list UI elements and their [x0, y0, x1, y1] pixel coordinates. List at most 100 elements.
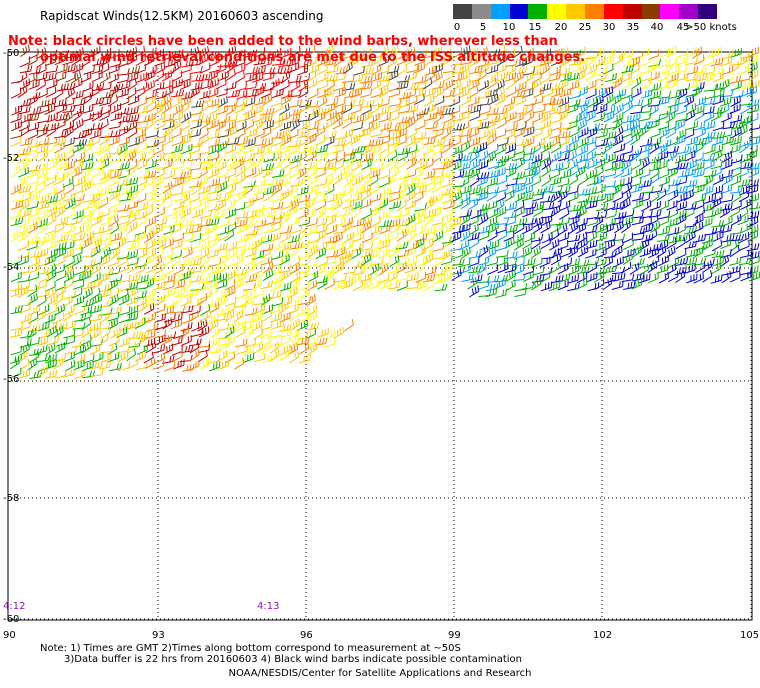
wind-barb: [45, 65, 58, 74]
wind-barb: [118, 96, 130, 107]
wind-barb: [143, 329, 156, 340]
wind-barb: [746, 98, 760, 108]
wind-barb: [352, 145, 366, 154]
wind-barb: [576, 271, 588, 284]
wind-barb: [657, 210, 671, 220]
wind-barb: [244, 247, 257, 258]
wind-barb: [197, 264, 209, 275]
wind-barb: [252, 166, 263, 179]
wind-barb: [179, 326, 190, 339]
wind-barb: [641, 223, 654, 234]
wind-barb: [631, 76, 642, 90]
wind-barb: [315, 229, 326, 242]
wind-barb: [198, 248, 210, 260]
wind-barb: [20, 44, 30, 58]
wind-barb: [73, 354, 86, 364]
wind-barb: [532, 122, 546, 131]
wind-barb: [108, 214, 119, 227]
wind-barb: [64, 144, 75, 156]
wind-barb: [161, 101, 172, 114]
wind-barb: [728, 75, 742, 84]
wind-barb: [83, 48, 96, 59]
wind-barb: [279, 66, 293, 75]
wind-barb: [719, 254, 730, 268]
wind-barb: [197, 349, 208, 363]
wind-barb: [416, 260, 426, 274]
wind-barb: [685, 73, 699, 81]
wind-barb: [17, 71, 28, 84]
wind-barb: [487, 159, 500, 170]
wind-barb: [694, 206, 705, 219]
wind-barb: [135, 86, 146, 99]
wind-barb: [244, 110, 256, 122]
wind-barb: [361, 103, 372, 116]
wind-barb: [496, 174, 508, 186]
wind-barb: [207, 285, 218, 298]
wind-barb: [126, 295, 139, 306]
wind-barb: [91, 277, 102, 290]
wind-barb: [199, 310, 211, 322]
wind-barb: [477, 135, 490, 146]
wind-barb: [271, 150, 282, 163]
wind-barb: [531, 153, 543, 164]
wind-barb: [442, 89, 455, 98]
wind-barb: [262, 93, 273, 106]
wind-barb: [72, 273, 84, 283]
wind-barb: [523, 126, 535, 138]
wind-barb: [667, 104, 679, 116]
wind-barb: [296, 167, 307, 180]
wind-barb: [19, 321, 31, 331]
wind-barb: [216, 181, 228, 194]
wind-barb: [144, 230, 154, 244]
wind-barb: [323, 241, 337, 251]
wind-barb: [362, 143, 373, 156]
wind-barb: [712, 71, 724, 83]
wind-barb: [315, 217, 328, 227]
wind-barb: [161, 70, 173, 82]
wind-barb: [504, 202, 518, 211]
wind-barb: [341, 128, 354, 139]
wind-barb: [451, 79, 461, 92]
wind-barb: [173, 176, 185, 187]
wind-barb: [19, 303, 31, 314]
wind-barb: [254, 96, 267, 106]
wind-barb: [559, 169, 572, 180]
wind-barb: [82, 353, 95, 364]
wind-barb: [432, 251, 446, 260]
wind-barb: [658, 184, 670, 194]
wind-barb: [541, 214, 553, 226]
wind-barb: [290, 118, 300, 132]
wind-barb: [172, 305, 186, 314]
wind-barb: [144, 159, 157, 170]
wind-barb: [261, 67, 276, 75]
wind-barb: [154, 239, 167, 250]
wind-barb: [524, 231, 535, 243]
wind-barb: [234, 247, 246, 259]
wind-barb: [225, 113, 238, 123]
wind-barb: [521, 184, 533, 195]
wind-barb: [82, 287, 93, 300]
wind-barb: [460, 45, 471, 58]
wind-barb: [550, 135, 561, 148]
wind-barb: [37, 173, 49, 186]
wind-barb: [55, 113, 69, 122]
wind-barb: [171, 151, 182, 164]
wind-barb: [596, 103, 608, 115]
wind-barb: [118, 186, 131, 196]
wind-barb: [206, 313, 219, 324]
wind-barb: [422, 232, 435, 242]
wind-barb: [144, 288, 157, 299]
wind-barb: [207, 144, 219, 155]
wind-barb: [144, 80, 155, 92]
wind-barb: [379, 122, 392, 132]
wind-barb: [361, 67, 375, 76]
wind-barb: [127, 159, 138, 172]
wind-barb: [621, 89, 633, 100]
wind-barb: [46, 124, 57, 138]
wind-barb: [377, 130, 391, 139]
wind-barb: [441, 177, 453, 188]
wind-barb: [333, 111, 343, 124]
wind-barb: [739, 102, 751, 115]
wind-barb: [83, 249, 96, 258]
